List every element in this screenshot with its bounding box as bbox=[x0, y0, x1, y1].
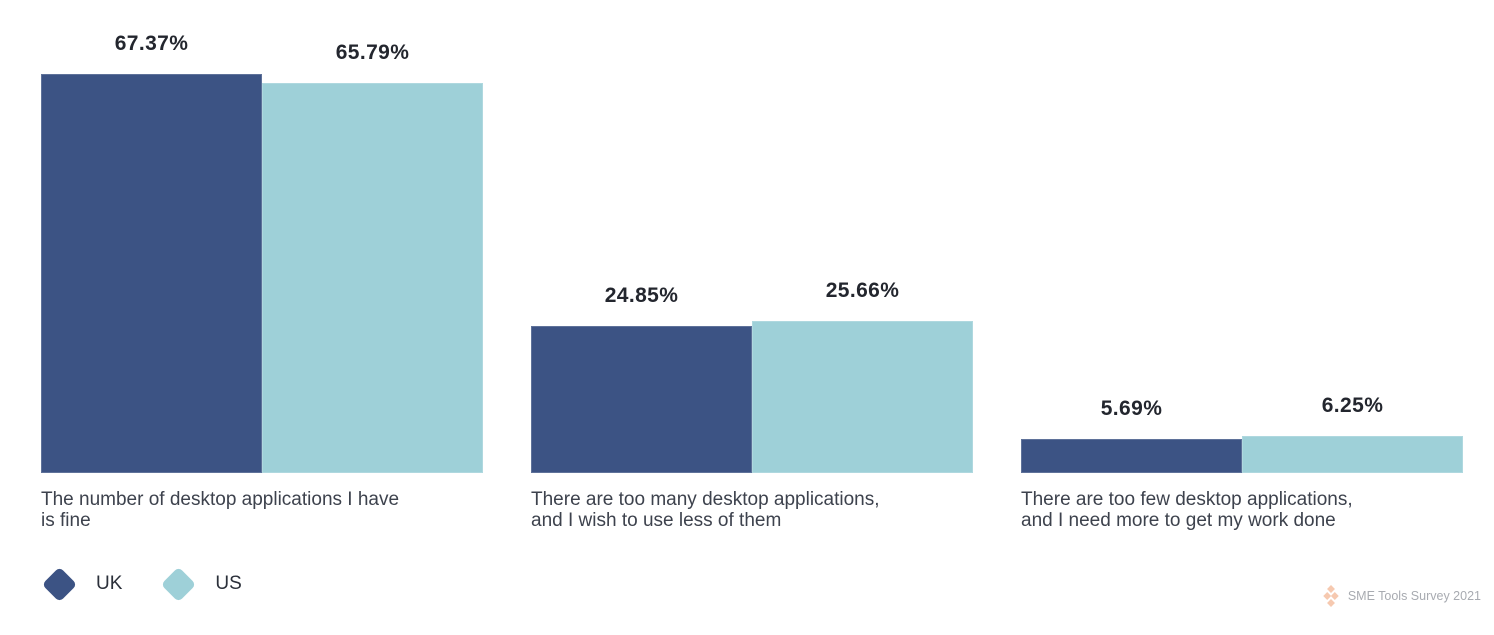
bar-column: 6.25% bbox=[1242, 394, 1463, 473]
bar-pair: 5.69% 6.25% bbox=[1021, 0, 1463, 473]
us-diamond-icon bbox=[160, 566, 197, 602]
bar-us[interactable] bbox=[752, 321, 973, 473]
bar-us[interactable] bbox=[1242, 436, 1463, 473]
source-label: SME Tools Survey 2021 bbox=[1347, 589, 1481, 603]
bar-pair: 67.37% 65.79% bbox=[41, 0, 483, 473]
legend-item-us[interactable]: US bbox=[160, 566, 242, 602]
bar-uk[interactable] bbox=[531, 326, 752, 473]
value-label-uk: 5.69% bbox=[1100, 397, 1163, 420]
value-label-us: 65.79% bbox=[335, 41, 410, 64]
bar-column: 65.79% bbox=[262, 41, 483, 473]
bar-column: 25.66% bbox=[752, 279, 973, 473]
bar-pair: 24.85% 25.66% bbox=[531, 0, 973, 473]
value-label-us: 6.25% bbox=[1321, 394, 1384, 417]
value-label-us: 25.66% bbox=[825, 279, 900, 302]
bar-column: 24.85% bbox=[531, 284, 752, 473]
diamond-cluster-logo-icon bbox=[1323, 585, 1339, 607]
bar-column: 5.69% bbox=[1021, 397, 1242, 473]
category-label: There are too few desktop applications, a… bbox=[1021, 489, 1353, 531]
bar-group: 67.37% 65.79% The number of desktop applic… bbox=[41, 0, 483, 531]
bar-uk[interactable] bbox=[1021, 439, 1242, 473]
bar-column: 67.37% bbox=[41, 32, 262, 473]
bar-us[interactable] bbox=[262, 83, 483, 473]
source-attribution[interactable]: SME Tools Survey 2021 bbox=[1323, 584, 1481, 608]
bar-group: 24.85% 25.66% There are too many desktop a… bbox=[531, 0, 973, 531]
value-label-uk: 67.37% bbox=[114, 32, 189, 55]
legend-label-us: US bbox=[215, 573, 242, 594]
bar-uk[interactable] bbox=[41, 74, 262, 473]
uk-diamond-icon bbox=[41, 566, 77, 602]
legend: UK US bbox=[41, 566, 242, 602]
category-label: There are too many desktop applications,… bbox=[531, 489, 880, 531]
category-label: The number of desktop applications I hav… bbox=[41, 489, 400, 531]
value-label-uk: 24.85% bbox=[604, 284, 679, 307]
legend-label-uk: UK bbox=[96, 573, 123, 594]
bar-group: 5.69% 6.25% There are too few desktop appl… bbox=[1021, 0, 1463, 531]
legend-item-uk[interactable]: UK bbox=[41, 566, 122, 602]
bar-groups: 67.37% 65.79% The number of desktop applic… bbox=[41, 0, 1463, 531]
